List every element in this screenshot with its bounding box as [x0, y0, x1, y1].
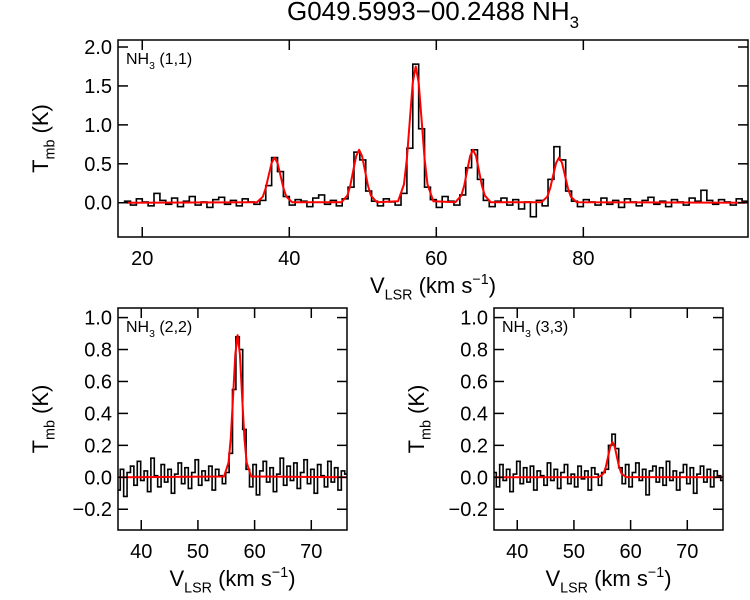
- x-tick-label: 20: [131, 248, 153, 270]
- x-tick-label: 60: [619, 541, 641, 563]
- label-part: ): [288, 566, 295, 591]
- x-tick-label: 60: [425, 248, 447, 270]
- plot-area: [118, 334, 347, 498]
- y-tick-label: 2.0: [84, 37, 112, 59]
- x-axis-label: VLSR (km s−1): [370, 272, 496, 303]
- plot-area: [494, 433, 723, 496]
- label-part: 3: [525, 329, 531, 340]
- x-tick-label: 40: [130, 541, 152, 563]
- label-part: (K): [404, 385, 429, 420]
- label-part: (km s: [212, 566, 272, 591]
- label-part: (km s: [588, 566, 648, 591]
- plot-frame: [117, 307, 348, 531]
- label-part: V: [545, 566, 560, 591]
- fit-line: [118, 334, 347, 479]
- fit-line: [494, 441, 723, 479]
- plot-frame: [117, 39, 749, 238]
- label-part: 3: [149, 61, 155, 72]
- label-part: V: [169, 566, 184, 591]
- y-tick-label: 0.0: [460, 467, 488, 489]
- label-part: NH: [126, 51, 149, 68]
- figure-title: G049.5993−00.2488 NH3: [287, 0, 579, 32]
- x-tick-label: 80: [572, 248, 594, 270]
- y-tick-label: 0.6: [84, 371, 112, 393]
- y-tick-label: 1.0: [84, 308, 112, 330]
- label-part: T: [404, 440, 429, 453]
- label-part: G049.5993−00.2488 NH: [287, 0, 570, 26]
- label-part: (3,3): [531, 319, 568, 336]
- x-tick-label: 60: [243, 541, 265, 563]
- label-part: (km s: [412, 273, 472, 298]
- x-axis-label: VLSR (km s−1): [545, 565, 671, 596]
- x-tick-label: 70: [676, 541, 698, 563]
- label-part: (1,1): [155, 51, 192, 68]
- y-axis-label: Tmb (K): [28, 385, 59, 454]
- y-tick-label: 0.2: [460, 435, 488, 457]
- label-part: (2,2): [155, 319, 192, 336]
- y-tick-label: 1.5: [84, 76, 112, 98]
- x-tick-label: 40: [278, 248, 300, 270]
- label-part: (K): [28, 104, 53, 139]
- x-tick-label: 50: [187, 541, 209, 563]
- y-tick-label: 0.6: [460, 371, 488, 393]
- label-part: T: [28, 440, 53, 453]
- y-axis-label: Tmb (K): [404, 385, 435, 454]
- y-tick-label: −0.2: [449, 499, 488, 521]
- y-tick-label: 0.5: [84, 154, 112, 176]
- panel-label: NH3 (2,2): [126, 319, 192, 340]
- panel-label: NH3 (1,1): [126, 51, 192, 72]
- label-part: −1: [472, 272, 488, 288]
- y-tick-label: 0.2: [84, 435, 112, 457]
- label-part: LSR: [560, 581, 588, 597]
- panel-label: NH3 (3,3): [502, 319, 568, 340]
- label-part: mb: [43, 140, 59, 160]
- y-tick-label: 0.0: [84, 467, 112, 489]
- y-tick-label: 0.4: [460, 403, 488, 425]
- label-part: 3: [149, 329, 155, 340]
- y-axis-label: Tmb (K): [28, 104, 59, 173]
- label-part: ): [664, 566, 671, 591]
- x-tick-label: 70: [300, 541, 322, 563]
- plot-frame: [493, 307, 724, 531]
- y-tick-label: −0.2: [73, 499, 112, 521]
- x-tick-label: 40: [506, 541, 528, 563]
- label-part: T: [28, 159, 53, 172]
- plot-area: [123, 63, 748, 218]
- y-tick-label: 0.8: [460, 340, 488, 362]
- label-part: V: [370, 273, 385, 298]
- fit-line: [127, 65, 746, 204]
- label-part: mb: [419, 420, 435, 440]
- label-part: mb: [43, 420, 59, 440]
- label-part: NH: [502, 319, 525, 336]
- label-part: 3: [570, 13, 579, 32]
- y-tick-label: 0.4: [84, 403, 112, 425]
- label-part: LSR: [184, 581, 212, 597]
- y-tick-label: 1.0: [460, 308, 488, 330]
- y-tick-label: 0.0: [84, 193, 112, 215]
- label-part: LSR: [385, 288, 413, 304]
- label-part: −1: [648, 565, 664, 581]
- y-tick-label: 1.0: [84, 115, 112, 137]
- label-part: NH: [126, 319, 149, 336]
- label-part: ): [489, 273, 496, 298]
- label-part: −1: [272, 565, 288, 581]
- x-axis-label: VLSR (km s−1): [169, 565, 295, 596]
- y-tick-label: 0.8: [84, 340, 112, 362]
- label-part: (K): [28, 385, 53, 420]
- x-tick-label: 50: [563, 541, 585, 563]
